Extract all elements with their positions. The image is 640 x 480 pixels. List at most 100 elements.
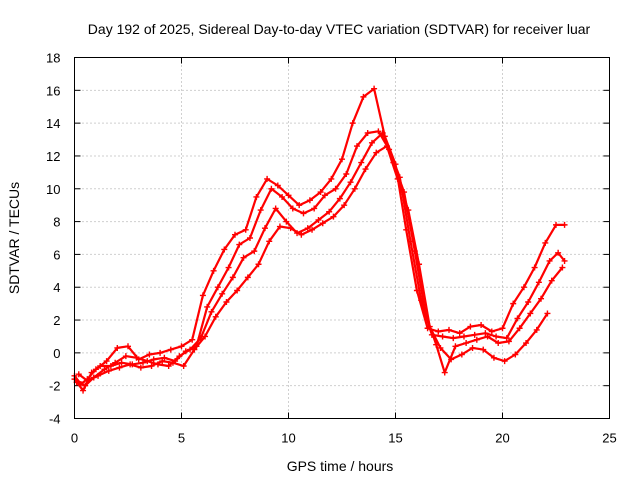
data-point: [317, 189, 324, 196]
data-point: [234, 287, 241, 294]
y-tick-label: 0: [53, 346, 60, 361]
data-point: [257, 207, 264, 214]
data-point: [559, 264, 566, 271]
y-tick-label: 16: [46, 83, 60, 98]
data-point: [471, 331, 478, 338]
data-point: [103, 358, 110, 365]
data-point: [214, 284, 221, 291]
data-point: [221, 246, 228, 253]
data-point: [373, 149, 380, 156]
data-point: [435, 328, 442, 335]
chart-title: Day 192 of 2025, Sidereal Day-to-day VTE…: [88, 21, 591, 37]
data-point: [448, 356, 455, 363]
data-point: [146, 351, 153, 358]
data-point: [144, 358, 151, 365]
data-point: [446, 326, 452, 333]
data-point: [426, 323, 433, 330]
data-point: [450, 335, 457, 342]
data-point: [437, 344, 444, 351]
data-point: [202, 333, 209, 340]
y-tick-label: 10: [46, 182, 60, 197]
data-point: [219, 290, 226, 297]
data-point: [298, 231, 305, 238]
data-point: [88, 369, 95, 376]
data-point: [467, 323, 474, 330]
data-point: [300, 210, 307, 217]
data-point: [362, 166, 369, 173]
data-point: [490, 354, 497, 361]
data-point: [232, 231, 238, 238]
data-point: [379, 129, 386, 136]
grid: [74, 57, 610, 419]
data-point: [236, 241, 243, 248]
data-series-3: [75, 143, 551, 384]
data-point: [148, 362, 155, 369]
data-point: [208, 308, 215, 315]
data-point: [122, 353, 129, 360]
x-tick-label: 10: [281, 431, 295, 446]
data-point: [368, 139, 375, 146]
data-point: [441, 369, 448, 376]
data-point: [561, 221, 568, 228]
x-tick-label: 25: [602, 431, 616, 446]
data-point: [520, 284, 527, 291]
y-tick-label: 6: [53, 247, 60, 262]
data-point: [501, 358, 508, 365]
data-point: [473, 336, 480, 343]
data-point: [525, 298, 532, 305]
data-point: [463, 340, 470, 347]
plot-frame: [74, 57, 610, 419]
data-point: [499, 325, 506, 332]
data-point: [484, 333, 491, 340]
data-point: [351, 185, 358, 192]
data-point: [150, 356, 157, 363]
data-point: [283, 218, 290, 225]
data-point: [304, 225, 311, 232]
data-point: [268, 185, 275, 192]
x-tick-label: 15: [388, 431, 402, 446]
data-point: [383, 143, 390, 150]
data-point: [555, 249, 562, 256]
x-axis-title: GPS time / hours: [287, 458, 394, 474]
data-point: [165, 362, 172, 369]
y-tick-label: 8: [53, 215, 60, 230]
data-point: [523, 340, 530, 347]
data-point: [204, 303, 211, 310]
data-point: [266, 238, 273, 245]
data-point: [531, 264, 538, 271]
data-point: [272, 205, 279, 212]
data-point: [101, 366, 108, 373]
data-point: [360, 93, 367, 100]
data-point: [289, 205, 296, 212]
data-point: [253, 193, 260, 200]
data-point: [546, 257, 553, 264]
data-point: [199, 292, 206, 299]
data-point: [251, 248, 258, 255]
data-point: [159, 358, 166, 365]
data-point: [460, 333, 467, 340]
data-point: [488, 328, 495, 335]
data-point: [240, 254, 247, 261]
y-tick-label: 14: [46, 116, 60, 131]
data-point: [364, 129, 371, 136]
data-point: [242, 226, 249, 233]
data-point: [505, 338, 512, 345]
data-point: [533, 326, 540, 333]
data-point: [285, 192, 292, 199]
data-point: [180, 362, 187, 369]
x-tick-label: 5: [178, 431, 185, 446]
data-point: [353, 143, 360, 150]
data-point: [328, 175, 335, 182]
data-point: [358, 159, 365, 166]
data-point: [261, 225, 268, 232]
data-point: [478, 321, 485, 328]
data-point: [167, 346, 174, 353]
data-point: [416, 261, 423, 268]
data-point: [332, 185, 339, 192]
data-point: [512, 351, 519, 358]
data-point: [178, 343, 185, 350]
data-point: [75, 371, 82, 378]
data-point: [82, 382, 89, 389]
data-point: [311, 205, 318, 212]
